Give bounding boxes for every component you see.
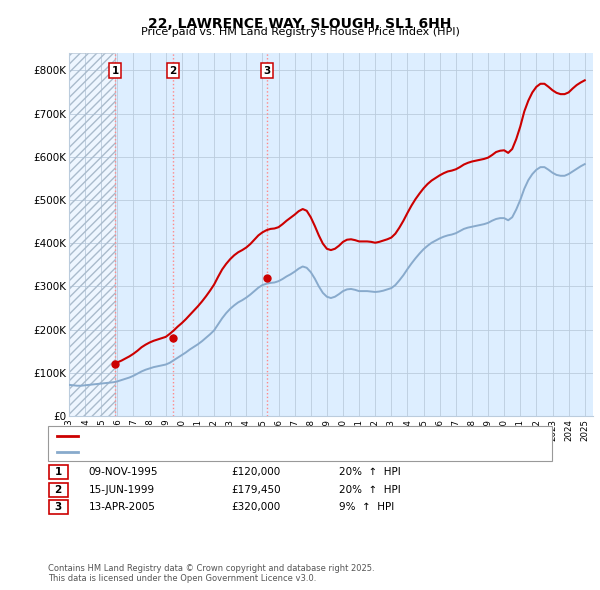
Bar [69,53,115,416]
Text: 13-APR-2005: 13-APR-2005 [89,503,155,512]
Bar [69,53,115,416]
Text: Price paid vs. HM Land Registry's House Price Index (HPI): Price paid vs. HM Land Registry's House … [140,27,460,37]
Text: 20%  ↑  HPI: 20% ↑ HPI [339,485,401,494]
Text: Contains HM Land Registry data © Crown copyright and database right 2025.
This d: Contains HM Land Registry data © Crown c… [48,563,374,583]
Text: £179,450: £179,450 [231,485,281,494]
Text: 09-NOV-1995: 09-NOV-1995 [89,467,158,477]
Text: £120,000: £120,000 [231,467,280,477]
Text: 20%  ↑  HPI: 20% ↑ HPI [339,467,401,477]
Text: 15-JUN-1999: 15-JUN-1999 [89,485,155,494]
Text: 2: 2 [169,66,176,76]
Text: 9%  ↑  HPI: 9% ↑ HPI [339,503,394,512]
Text: 22, LAWRENCE WAY, SLOUGH, SL1 6HH: 22, LAWRENCE WAY, SLOUGH, SL1 6HH [148,17,452,31]
Text: 22, LAWRENCE WAY, SLOUGH, SL1 6HH (detached house): 22, LAWRENCE WAY, SLOUGH, SL1 6HH (detac… [84,431,383,441]
Text: 3: 3 [55,503,62,512]
Text: 1: 1 [55,467,62,477]
Text: 2: 2 [55,485,62,494]
Text: £320,000: £320,000 [231,503,280,512]
Text: 3: 3 [263,66,271,76]
Text: 1: 1 [112,66,119,76]
Text: HPI: Average price, detached house, Slough: HPI: Average price, detached house, Slou… [84,447,313,457]
